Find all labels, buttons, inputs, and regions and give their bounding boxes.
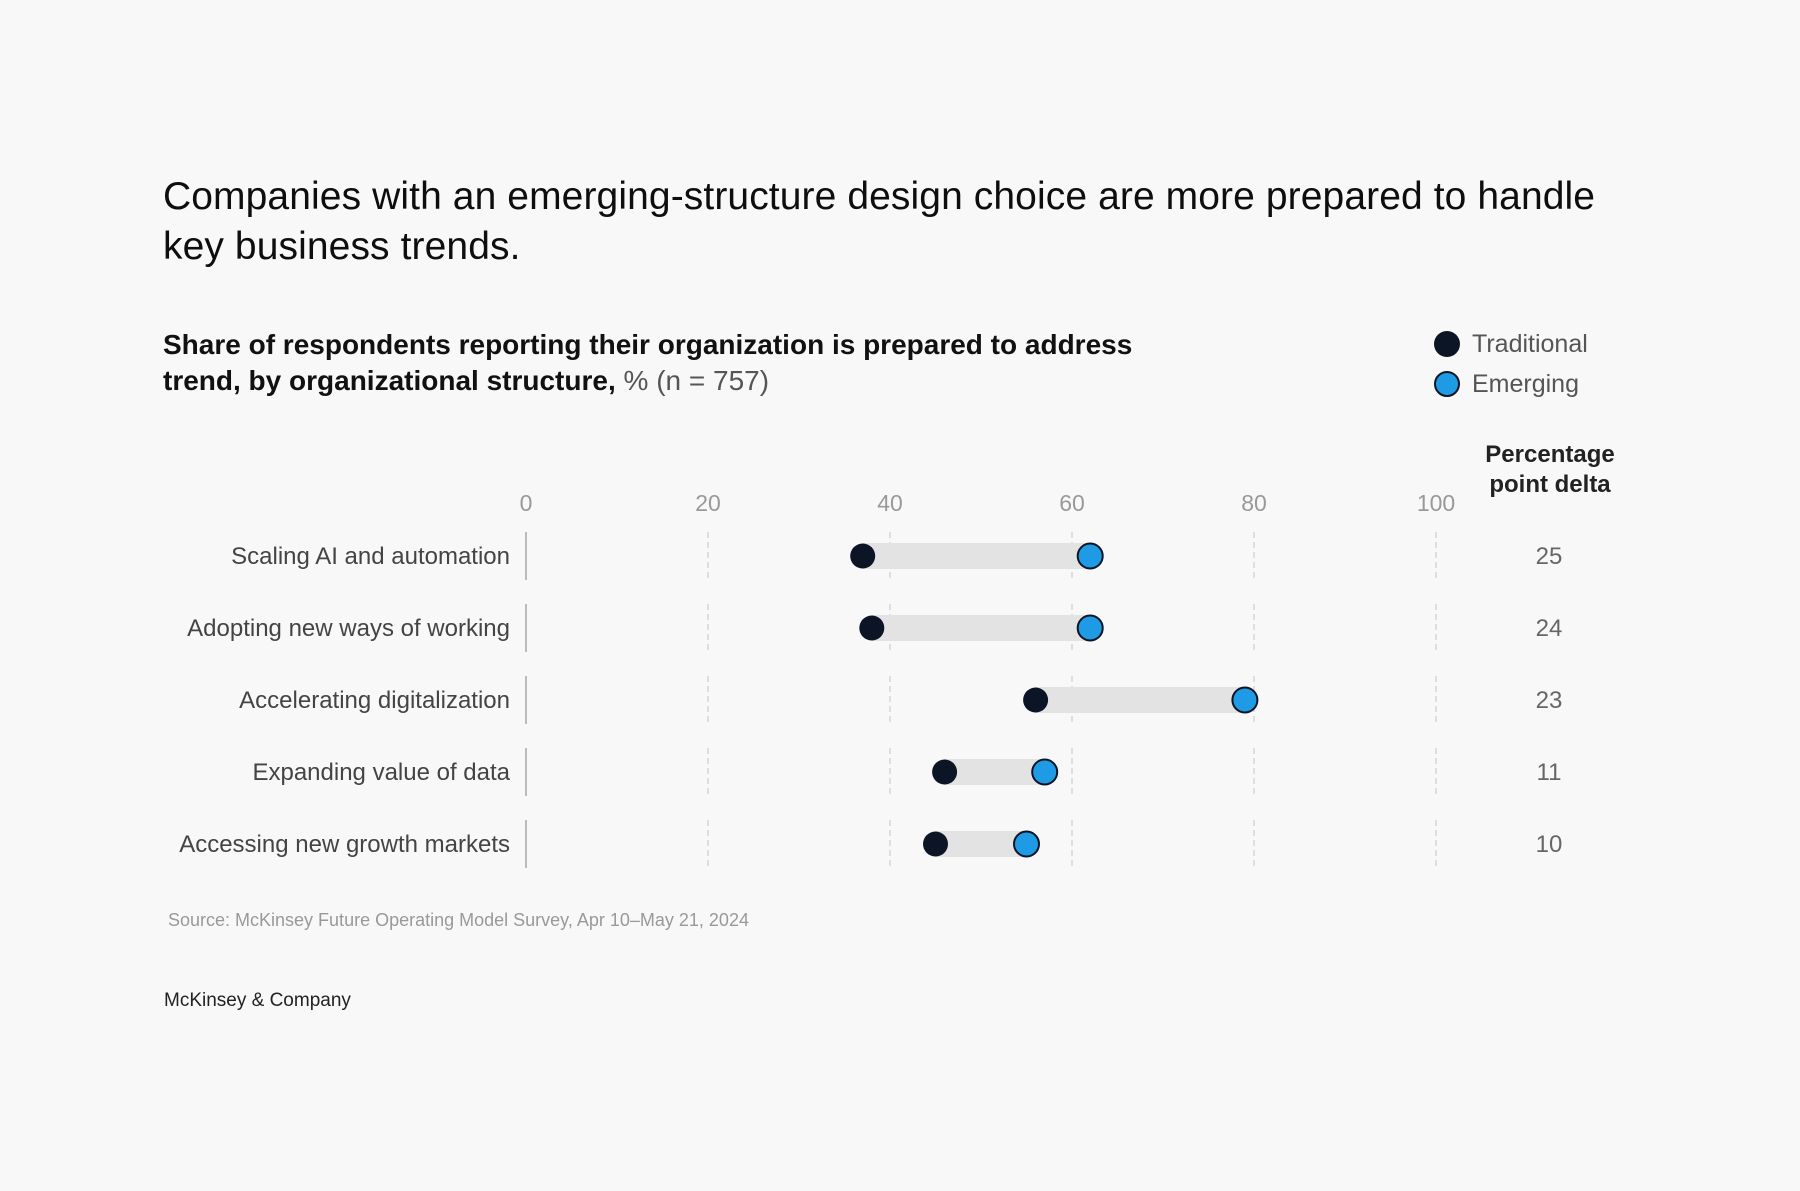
range-bar [862,543,1091,569]
x-tick-label: 60 [1059,490,1085,516]
traditional-point [859,615,885,641]
emerging-point [1031,758,1059,786]
traditional-point [850,543,876,569]
category-label: Adopting new ways of working [187,615,510,642]
emerging-marker-icon [1434,371,1460,397]
range-bar [944,759,1045,785]
category-label: Accelerating digitalization [239,687,510,714]
traditional-point [1023,687,1049,713]
brand-name: McKinsey & Company [164,990,351,1011]
x-tick-label: 100 [1417,490,1455,516]
delta-column-header: Percentage point delta [1485,441,1615,498]
legend-item-traditional: Traditional [1434,324,1588,364]
chart-title: Companies with an emerging-structure des… [163,175,1596,268]
subtitle-main: Share of respondents reporting their org… [163,329,1133,396]
legend-item-emerging: Emerging [1434,364,1588,404]
emerging-point [1076,542,1104,570]
x-tick-label: 40 [877,490,903,516]
delta-value: 25 [1536,543,1563,570]
category-label: Accessing new growth markets [179,831,510,858]
legend-label-emerging: Emerging [1472,369,1579,398]
traditional-point [923,831,948,857]
emerging-point [1231,686,1259,714]
subtitle-unit: % (n = 757) [615,365,770,396]
emerging-point [1013,830,1040,858]
delta-value: 24 [1536,615,1563,642]
legend-label-traditional: Traditional [1472,329,1588,358]
emerging-point [1076,614,1104,642]
range-bar [935,831,1027,857]
x-tick-label: 80 [1241,490,1267,516]
chart-subtitle: Share of respondents reporting their org… [163,327,1143,399]
traditional-point [932,759,958,785]
category-label: Scaling AI and automation [231,543,510,570]
range-bar [871,615,1091,641]
category-label: Expanding value of data [252,759,510,786]
delta-value: 11 [1537,759,1562,786]
range-bar [1035,687,1245,713]
delta-value: 10 [1536,831,1563,858]
traditional-marker-icon [1434,331,1460,357]
x-tick-label: 0 [520,490,533,516]
delta-value: 23 [1536,687,1563,714]
source-note: Source: McKinsey Future Operating Model … [168,910,749,930]
x-tick-label: 20 [695,490,721,516]
legend: Traditional Emerging [1434,324,1588,404]
